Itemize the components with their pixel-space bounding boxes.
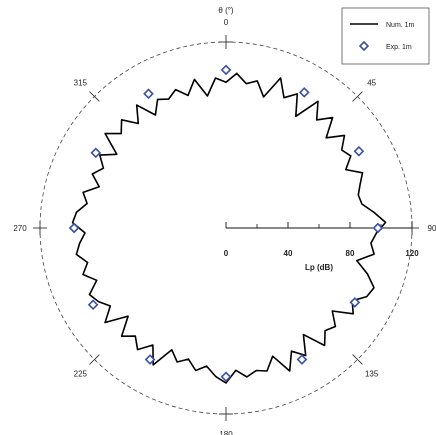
legend-diamond-swatch [358,40,370,52]
exp-point-90 [372,222,384,234]
angle-label-90: 90 [428,224,436,233]
legend-box [341,7,430,65]
angle-tick-45 [352,91,363,102]
angle-label-315: 315 [74,78,88,87]
angle-tick-315 [89,91,100,102]
angle-tick-225 [89,354,100,365]
angle-labels: θ (°) 0 45 90 135 180 225 270 315 [13,6,436,435]
exp-point-150 [296,354,308,365]
angle-label-0: 0 [224,18,229,27]
radial-tick-label-80: 80 [346,249,355,258]
radial-axis-label: Lp (dB) [305,263,333,272]
radial-tick-label-120: 120 [405,249,419,258]
series-line-numerical [71,72,387,384]
exp-point-210 [144,354,156,365]
exp-point-120 [349,297,361,308]
exp-point-60 [353,145,365,157]
legend: Num. 1m Exp. 1m [341,7,430,65]
angle-label-180: 180 [219,430,233,435]
exp-point-300 [90,147,102,159]
angle-label-270: 270 [13,224,27,233]
exp-point-240 [87,299,99,311]
angle-label-225: 225 [74,370,88,379]
legend-entry-experimental: Exp. 1m [386,44,412,51]
exp-point-270 [68,222,80,234]
series-layer [68,64,387,384]
exp-point-180 [220,371,232,383]
radial-axis: Lp (dB) 0 40 80 120 [224,222,419,272]
exp-point-330 [143,88,154,100]
radial-tick-label-40: 40 [284,249,293,258]
theta-label: θ (°) [218,6,234,15]
angle-tick-135 [352,354,363,365]
angle-label-45: 45 [367,78,376,87]
radial-tick-label-0: 0 [224,249,229,258]
exp-point-30 [298,87,310,98]
angle-label-135: 135 [365,370,379,379]
exp-point-0 [220,64,232,76]
legend-entry-numerical: Num. 1m [386,22,415,29]
